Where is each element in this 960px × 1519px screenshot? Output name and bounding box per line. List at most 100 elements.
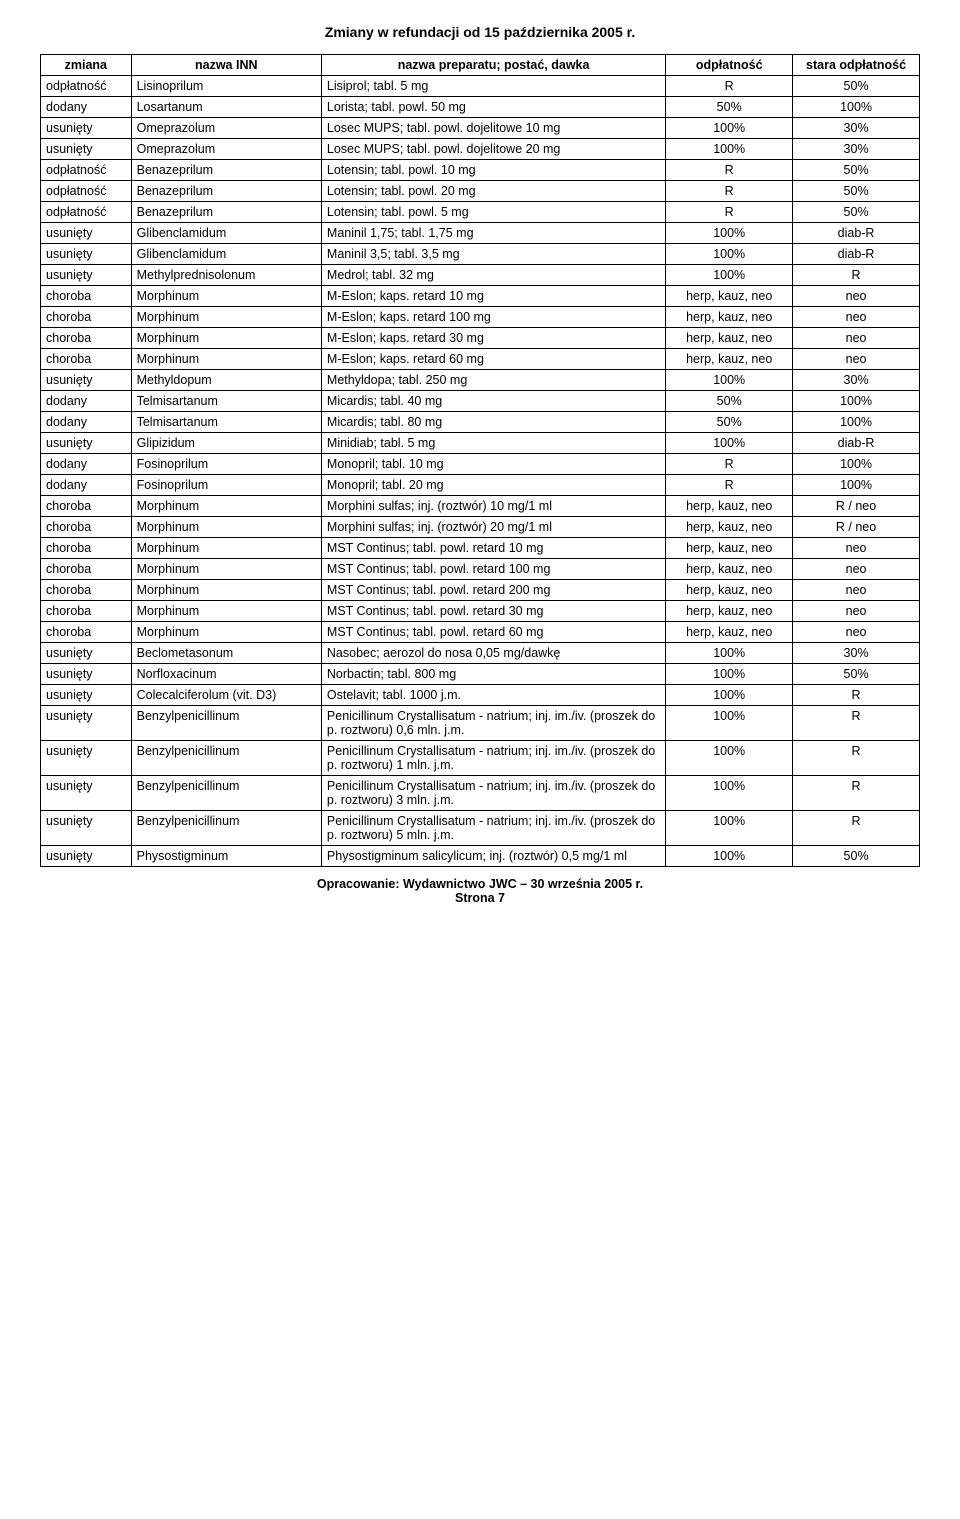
cell-zmiana: usunięty	[41, 223, 132, 244]
table-row: usuniętyGlibenclamidumManinil 3,5; tabl.…	[41, 244, 920, 265]
cell-prep: Norbactin; tabl. 800 mg	[321, 664, 665, 685]
cell-odp: herp, kauz, neo	[666, 538, 793, 559]
cell-stara: 100%	[793, 475, 920, 496]
table-row: dodanyFosinoprilumMonopril; tabl. 10 mgR…	[41, 454, 920, 475]
cell-inn: Benzylpenicillinum	[131, 706, 321, 741]
cell-odp: 50%	[666, 97, 793, 118]
cell-prep: Lisiprol; tabl. 5 mg	[321, 76, 665, 97]
table-row: odpłatnośćLisinoprilumLisiprol; tabl. 5 …	[41, 76, 920, 97]
cell-stara: neo	[793, 328, 920, 349]
cell-zmiana: usunięty	[41, 664, 132, 685]
table-row: chorobaMorphinumM-Eslon; kaps. retard 30…	[41, 328, 920, 349]
cell-zmiana: usunięty	[41, 643, 132, 664]
table-row: chorobaMorphinumM-Eslon; kaps. retard 10…	[41, 307, 920, 328]
cell-stara: R	[793, 685, 920, 706]
cell-odp: herp, kauz, neo	[666, 286, 793, 307]
table-row: odpłatnośćBenazeprilumLotensin; tabl. po…	[41, 181, 920, 202]
cell-inn: Morphinum	[131, 496, 321, 517]
table-row: chorobaMorphinumMST Continus; tabl. powl…	[41, 580, 920, 601]
cell-odp: 100%	[666, 118, 793, 139]
cell-prep: M-Eslon; kaps. retard 10 mg	[321, 286, 665, 307]
cell-stara: R / neo	[793, 496, 920, 517]
cell-zmiana: choroba	[41, 601, 132, 622]
cell-inn: Beclometasonum	[131, 643, 321, 664]
cell-inn: Morphinum	[131, 559, 321, 580]
table-row: usuniętyBeclometasonumNasobec; aerozol d…	[41, 643, 920, 664]
cell-stara: 100%	[793, 412, 920, 433]
table-row: usuniętyPhysostigminumPhysostigminum sal…	[41, 846, 920, 867]
cell-inn: Fosinoprilum	[131, 454, 321, 475]
cell-inn: Omeprazolum	[131, 139, 321, 160]
cell-inn: Colecalciferolum (vit. D3)	[131, 685, 321, 706]
cell-stara: 30%	[793, 643, 920, 664]
cell-odp: herp, kauz, neo	[666, 622, 793, 643]
cell-stara: 50%	[793, 846, 920, 867]
cell-zmiana: usunięty	[41, 776, 132, 811]
cell-odp: herp, kauz, neo	[666, 349, 793, 370]
page-title: Zmiany w refundacji od 15 października 2…	[40, 24, 920, 40]
cell-odp: herp, kauz, neo	[666, 328, 793, 349]
cell-stara: R	[793, 706, 920, 741]
table-row: dodanyTelmisartanumMicardis; tabl. 80 mg…	[41, 412, 920, 433]
cell-odp: 100%	[666, 244, 793, 265]
cell-odp: R	[666, 160, 793, 181]
cell-inn: Morphinum	[131, 580, 321, 601]
cell-stara: neo	[793, 307, 920, 328]
cell-inn: Morphinum	[131, 349, 321, 370]
cell-inn: Benzylpenicillinum	[131, 811, 321, 846]
cell-odp: R	[666, 475, 793, 496]
cell-zmiana: choroba	[41, 517, 132, 538]
cell-stara: 50%	[793, 181, 920, 202]
cell-stara: 50%	[793, 664, 920, 685]
cell-inn: Methyldopum	[131, 370, 321, 391]
footer-line-2: Strona 7	[455, 891, 505, 905]
table-row: usuniętyColecalciferolum (vit. D3)Ostela…	[41, 685, 920, 706]
cell-prep: Lotensin; tabl. powl. 20 mg	[321, 181, 665, 202]
cell-odp: 100%	[666, 139, 793, 160]
cell-odp: herp, kauz, neo	[666, 496, 793, 517]
cell-prep: Ostelavit; tabl. 1000 j.m.	[321, 685, 665, 706]
table-row: usuniętyNorfloxacinumNorbactin; tabl. 80…	[41, 664, 920, 685]
cell-odp: 50%	[666, 412, 793, 433]
cell-stara: R	[793, 776, 920, 811]
table-row: usuniętyOmeprazolumLosec MUPS; tabl. pow…	[41, 118, 920, 139]
cell-inn: Benazeprilum	[131, 202, 321, 223]
cell-zmiana: choroba	[41, 580, 132, 601]
footer-line-1: Opracowanie: Wydawnictwo JWC – 30 wrześn…	[317, 877, 643, 891]
cell-inn: Glibenclamidum	[131, 244, 321, 265]
cell-prep: MST Continus; tabl. powl. retard 60 mg	[321, 622, 665, 643]
table-row: chorobaMorphinumMST Continus; tabl. powl…	[41, 538, 920, 559]
cell-inn: Benazeprilum	[131, 181, 321, 202]
cell-stara: 30%	[793, 118, 920, 139]
table-row: chorobaMorphinumMorphini sulfas; inj. (r…	[41, 517, 920, 538]
cell-prep: Medrol; tabl. 32 mg	[321, 265, 665, 286]
table-row: chorobaMorphinumMorphini sulfas; inj. (r…	[41, 496, 920, 517]
cell-odp: 100%	[666, 664, 793, 685]
cell-odp: R	[666, 181, 793, 202]
table-row: dodanyLosartanumLorista; tabl. powl. 50 …	[41, 97, 920, 118]
cell-inn: Fosinoprilum	[131, 475, 321, 496]
col-inn: nazwa INN	[131, 55, 321, 76]
cell-inn: Omeprazolum	[131, 118, 321, 139]
cell-zmiana: dodany	[41, 454, 132, 475]
cell-inn: Methylprednisolonum	[131, 265, 321, 286]
cell-zmiana: usunięty	[41, 118, 132, 139]
cell-inn: Morphinum	[131, 601, 321, 622]
cell-stara: neo	[793, 538, 920, 559]
cell-stara: neo	[793, 580, 920, 601]
cell-odp: 100%	[666, 643, 793, 664]
table-row: usuniętyMethyldopumMethyldopa; tabl. 250…	[41, 370, 920, 391]
table-row: dodanyFosinoprilumMonopril; tabl. 20 mgR…	[41, 475, 920, 496]
cell-stara: 50%	[793, 76, 920, 97]
col-odp: odpłatność	[666, 55, 793, 76]
cell-inn: Morphinum	[131, 517, 321, 538]
cell-odp: R	[666, 454, 793, 475]
cell-inn: Benazeprilum	[131, 160, 321, 181]
table-row: usuniętyMethylprednisolonumMedrol; tabl.…	[41, 265, 920, 286]
cell-inn: Norfloxacinum	[131, 664, 321, 685]
cell-odp: 100%	[666, 811, 793, 846]
cell-prep: MST Continus; tabl. powl. retard 30 mg	[321, 601, 665, 622]
cell-stara: R	[793, 265, 920, 286]
cell-zmiana: usunięty	[41, 139, 132, 160]
cell-prep: Physostigminum salicylicum; inj. (roztwó…	[321, 846, 665, 867]
